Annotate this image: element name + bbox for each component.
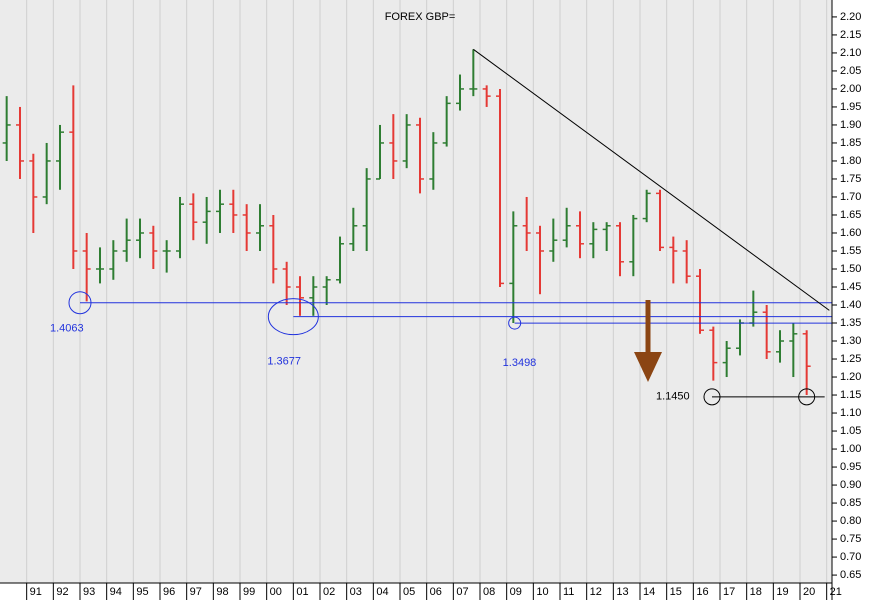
y-tick-label: 1.25 [840, 353, 861, 365]
x-tick-label: 00 [270, 586, 282, 598]
x-tick-label: 01 [296, 586, 308, 598]
x-tick-label: 06 [430, 586, 442, 598]
level-circle [68, 291, 92, 315]
x-tick-label: 18 [750, 586, 762, 598]
x-tick-label: 11 [563, 586, 574, 598]
y-tick-label: 2.15 [840, 29, 861, 41]
level-label: 1.4063 [50, 323, 84, 335]
y-tick-label: 2.10 [840, 47, 861, 59]
x-tick-label: 94 [110, 586, 122, 598]
y-tick-label: 0.75 [840, 533, 861, 545]
x-tick-label: 05 [403, 586, 415, 598]
y-tick-label: 1.35 [840, 317, 861, 329]
x-tick-label: 10 [536, 586, 548, 598]
x-tick-label: 09 [510, 586, 522, 598]
x-tick-label: 96 [163, 586, 175, 598]
y-tick-label: 1.45 [840, 281, 861, 293]
x-tick-label: 97 [190, 586, 202, 598]
x-tick-label: 04 [376, 586, 388, 598]
plot-background [0, 0, 832, 583]
y-tick-label: 1.80 [840, 155, 861, 167]
y-tick-label: 1.85 [840, 137, 861, 149]
y-tick-label: 1.10 [840, 407, 861, 419]
y-tick-label: 0.70 [840, 551, 861, 563]
level-circle [267, 298, 319, 336]
x-tick-label: 14 [643, 586, 655, 598]
x-tick-label: 95 [136, 586, 148, 598]
level-circle [508, 316, 522, 330]
x-tick-label: 15 [670, 586, 682, 598]
x-tick-label: 12 [590, 586, 602, 598]
y-tick-label: 0.90 [840, 479, 861, 491]
trendline [473, 48, 830, 311]
y-tick-label: 1.65 [840, 209, 861, 221]
y-tick-label: 2.05 [840, 65, 861, 77]
x-tick-label: 19 [776, 586, 788, 598]
bars [2, 49, 811, 396]
y-tick-label: 2.00 [840, 83, 861, 95]
x-tick-label: 13 [616, 586, 628, 598]
x-tick-label: 20 [803, 586, 815, 598]
level-circle [798, 388, 816, 406]
y-tick-label: 1.15 [840, 389, 861, 401]
y-tick-label: 1.90 [840, 119, 861, 131]
annotations: 1.4063 1.3677 1.3498 1.1450 [50, 48, 832, 406]
grid [26, 0, 828, 583]
level-label: 1.1450 [656, 391, 690, 403]
projection-arrow [634, 300, 662, 382]
chart-title: FOREX GBP= [385, 11, 456, 23]
y-tick-label: 1.95 [840, 101, 861, 113]
y-tick-label: 1.40 [840, 299, 861, 311]
level-circle [703, 388, 721, 406]
arrow-head [634, 352, 662, 382]
x-tick-label: 07 [456, 586, 468, 598]
x-tick-label: 92 [56, 586, 68, 598]
x-tick-label: 08 [483, 586, 495, 598]
x-tick-label: 17 [723, 586, 735, 598]
y-tick-label: 1.00 [840, 443, 861, 455]
x-tick-label: 21 [830, 586, 842, 598]
level-label: 1.3677 [267, 356, 301, 368]
y-tick-label: 1.50 [840, 263, 861, 275]
y-tick-label: 0.80 [840, 515, 861, 527]
y-tick-label: 0.95 [840, 461, 861, 473]
y-tick-label: 1.70 [840, 191, 861, 203]
y-tick-label: 2.20 [840, 11, 861, 23]
y-tick-label: 1.60 [840, 227, 861, 239]
y-tick-label: 1.30 [840, 335, 861, 347]
level-label: 1.3498 [503, 357, 537, 369]
x-tick-label: 02 [323, 586, 335, 598]
y-tick-label: 1.55 [840, 245, 861, 257]
y-tick-label: 1.20 [840, 371, 861, 383]
y-tick-label: 0.65 [840, 569, 861, 581]
x-tick-label: 99 [243, 586, 255, 598]
y-tick-label: 0.85 [840, 497, 861, 509]
x-tick-label: 03 [350, 586, 362, 598]
y-tick-label: 1.05 [840, 425, 861, 437]
x-tick-label: 16 [696, 586, 708, 598]
x-tick-label: 91 [30, 586, 42, 598]
x-tick-label: 93 [83, 586, 95, 598]
y-tick-label: 1.75 [840, 173, 861, 185]
x-tick-label: 98 [216, 586, 228, 598]
